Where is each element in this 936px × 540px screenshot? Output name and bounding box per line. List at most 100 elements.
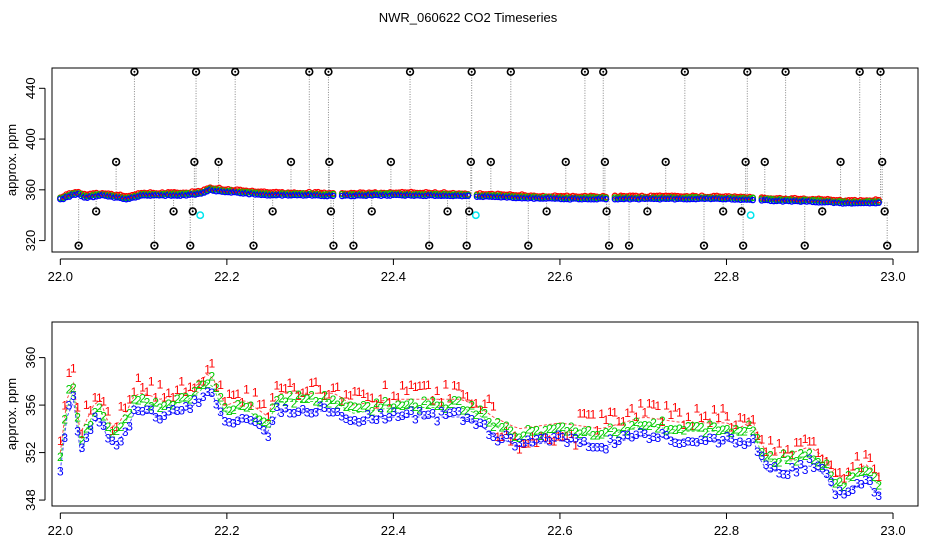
- lower-series2-point: 2: [299, 392, 306, 406]
- lower-series2-point: 2: [295, 388, 302, 402]
- lower-series3-point: 3: [429, 407, 436, 421]
- upper-flagged-point: [643, 207, 652, 216]
- upper-flagged-point-center: [329, 210, 332, 213]
- lower-series3-point: 3: [92, 410, 99, 424]
- lower-series2-point: 2: [676, 422, 683, 436]
- lower-series2-point: 2: [312, 394, 319, 408]
- lower-series1-point: 1: [351, 384, 358, 398]
- lower-series3-point: 3: [109, 434, 116, 448]
- lower-series3-point: 3: [373, 413, 380, 427]
- upper-flagged-point: [91, 207, 101, 216]
- lower-series2-point: 2: [369, 404, 376, 418]
- upper-flagged-point: [466, 157, 476, 167]
- lower-series1-point: 1: [131, 385, 138, 399]
- lower-series3-point: 3: [546, 435, 553, 449]
- upper-flagged-point-center: [722, 210, 725, 213]
- upper-flagged-point-center: [664, 160, 667, 163]
- lower-series1-point: 1: [338, 395, 345, 409]
- lower-series1-point: 1: [758, 432, 765, 446]
- upper-flagged-point: [111, 157, 121, 167]
- upper-flagged-point-center: [352, 244, 355, 247]
- upper-flagged-point-center: [217, 160, 220, 163]
- lower-series2-point: 2: [278, 392, 285, 406]
- lower-series3-point: 3: [845, 485, 852, 499]
- lower-series3-point: 3: [464, 411, 471, 425]
- lower-series1-point: 1: [737, 411, 744, 425]
- lower-series1-point: 1: [460, 387, 467, 401]
- lower-series2-point: 2: [590, 429, 597, 443]
- upper-flagged-point: [737, 207, 746, 216]
- upper-flagged-point: [326, 207, 336, 216]
- lower-series1-point: 1: [806, 435, 813, 449]
- lower-series3-point: 3: [745, 436, 752, 450]
- lower-series3-point: 3: [585, 440, 592, 454]
- upper-x-tick-label: 23.0: [880, 269, 905, 284]
- lower-series1-point: 1: [858, 461, 865, 475]
- lower-series3-point: 3: [659, 426, 666, 440]
- upper-flagged-point: [286, 157, 296, 167]
- lower-series2-point: 2: [304, 392, 311, 406]
- lower-x-tick-label: 22.4: [381, 523, 406, 538]
- lower-series3-point: 3: [248, 413, 255, 427]
- lower-series1-point: 1: [364, 390, 371, 404]
- lower-series3-point: 3: [607, 432, 614, 446]
- lower-series2-point: 2: [243, 400, 250, 414]
- lower-series1-point: 1: [399, 379, 406, 393]
- lower-series3-point: 3: [715, 436, 722, 450]
- lower-series1-point: 1: [538, 429, 545, 443]
- lower-series2-point: 2: [633, 415, 640, 429]
- lower-series1-point: 1: [235, 387, 242, 401]
- lower-series1-point: 1: [572, 438, 579, 452]
- lower-series2-point: 2: [525, 423, 532, 437]
- lower-series1-point: 1: [750, 413, 757, 427]
- lower-series2-point: 2: [447, 397, 454, 411]
- lower-panel-data: 1231231231231231231231231231231231231231…: [57, 356, 882, 502]
- lower-series1-point: 1: [282, 382, 289, 396]
- lower-series3-point: 3: [568, 431, 575, 445]
- lower-series2-point: 2: [581, 425, 588, 439]
- lower-series3-point: 3: [520, 436, 527, 450]
- lower-series2-point: 2: [260, 415, 267, 429]
- lower-series1-point: 1: [468, 397, 475, 411]
- lower-series2-point: 2: [126, 407, 133, 421]
- upper-flagged-point-center: [289, 160, 292, 163]
- lower-series2-point: 2: [178, 390, 185, 404]
- upper-panel-data: [57, 68, 892, 250]
- upper-flagged-point-center: [409, 70, 412, 73]
- lower-series1-point: 1: [732, 418, 739, 432]
- lower-series1-point: 1: [178, 375, 185, 389]
- lower-series2-point: 2: [139, 391, 146, 405]
- lower-series3-point: 3: [343, 412, 350, 426]
- lower-series3-point: 3: [356, 416, 363, 430]
- upper-y-tick-label: 360: [23, 179, 38, 201]
- lower-series2-point: 2: [603, 425, 610, 439]
- lower-series3-point: 3: [754, 445, 761, 459]
- upper-flagged-point: [150, 241, 159, 250]
- lower-series3-point: 3: [200, 390, 207, 404]
- lower-series2-point: 2: [572, 425, 579, 439]
- upper-x-tick-label: 22.0: [48, 269, 73, 284]
- lower-series1-point: 1: [533, 436, 540, 450]
- lower-series3-point: 3: [512, 439, 519, 453]
- upper-flagged-point-center: [746, 70, 749, 73]
- lower-series1-point: 1: [204, 363, 211, 377]
- lower-series2-point: 2: [546, 422, 553, 436]
- lower-series1-point: 1: [611, 405, 618, 419]
- lower-series3-point: 3: [706, 431, 713, 445]
- lower-series2-point: 2: [477, 403, 484, 417]
- lower-series2-point: 2: [828, 469, 835, 483]
- lower-series1-point: 1: [174, 383, 181, 397]
- lower-series1-point: 1: [299, 386, 306, 400]
- upper-flagged-point: [800, 241, 809, 250]
- lower-series3-point: 3: [312, 405, 319, 419]
- lower-series3-point: 3: [79, 441, 86, 455]
- upper-flagged-point-center: [133, 70, 136, 73]
- lower-series2-point: 2: [57, 450, 64, 464]
- lower-series2-point: 2: [789, 448, 796, 462]
- lower-series1-point: 1: [568, 427, 575, 441]
- lower-series1-point: 1: [728, 420, 735, 434]
- lower-series3-point: 3: [455, 405, 462, 419]
- lower-series1-point: 1: [347, 388, 354, 402]
- lower-series3-point: 3: [386, 410, 393, 424]
- lower-series2-point: 2: [421, 394, 428, 408]
